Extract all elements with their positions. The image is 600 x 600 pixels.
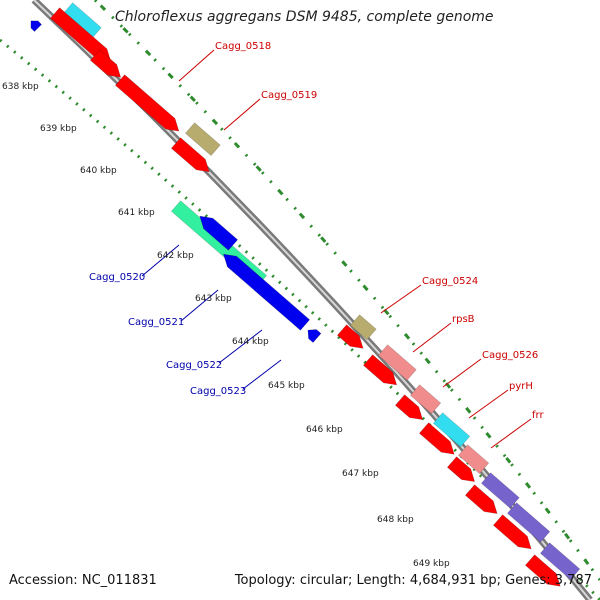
gene-label: pyrH [509,381,533,392]
scale-tick-label: 645 kbp [268,381,305,391]
gene-labels: Cagg_0518 Cagg_0519 Cagg_0524 rpsB Cagg_0526… [89,41,544,421]
accession-value: NC_011831 [81,573,157,588]
gene-label: Cagg_0520 [89,272,145,283]
gene-olive-0519 [184,122,221,157]
gene-label: Cagg_0518 [215,41,271,52]
length-label: Length: [356,573,406,588]
gene-label: Cagg_0519 [261,90,317,101]
accession-text: Accession: NC_011831 [9,573,157,588]
outer-tick-dashes [93,0,600,581]
gene-red-12 [524,554,561,587]
scale-tick-label: 647 kbp [342,469,379,479]
reverse-leader-line [180,289,219,322]
reverse-leader-line [141,244,180,277]
forward-leader-line [223,98,261,131]
gene-olive-0524 [349,314,377,341]
gene-red-8 [418,422,455,455]
scale-tick-label: 640 kbp [80,166,117,176]
gene-red-11 [492,514,532,550]
gene-features [30,2,581,587]
length-value: 4,684,931 bp [409,573,497,588]
label-leader-lines [141,49,532,449]
scale-tick-label: 644 kbp [232,337,269,347]
gene-cyan-pyrH [432,412,471,448]
forward-leader-line [442,358,482,388]
gene-red-4 [170,137,210,173]
topology-value: circular [299,573,348,588]
forward-leader-line [178,49,215,82]
reverse-leader-line [218,329,263,364]
gene-blue-small [30,20,42,32]
scale-tick-label: 646 kbp [306,425,343,435]
topology-text: Topology: circular; Length: 4,684,931 bp… [234,573,592,588]
scale-tick-label: 643 kbp [195,294,232,304]
gene-red-6 [362,354,398,386]
outer-dotted-arc [93,0,600,581]
scale-tick-label: 641 kbp [118,208,155,218]
forward-leader-line [412,322,452,353]
gene-label: frr [532,410,544,421]
topology-label: Topology: [234,573,296,588]
gene-red-7 [394,394,424,421]
forward-leader-line [468,389,509,419]
scale-tick-label: 649 kbp [413,559,450,569]
gene-red-3 [114,74,180,132]
scale-tick-labels: 638 kbp 639 kbp 640 kbp 641 kbp 642 kbp 643 k… [2,82,450,569]
gene-salmon-frr [457,444,490,475]
reverse-leader-line [242,359,282,390]
gene-purple-1 [480,472,520,509]
gene-label: Cagg_0521 [128,317,184,328]
gene-purple-2 [506,502,551,543]
scale-tick-label: 642 kbp [157,251,194,261]
map-title: Chloroflexus aggregans DSM 9485, complet… [115,9,494,25]
gene-label: Cagg_0526 [482,350,538,361]
gene-blue-0522 [199,215,239,251]
gene-red-5 [336,324,364,349]
scale-tick-label: 638 kbp [2,82,39,92]
gene-label: rpsB [452,314,475,325]
gene-purple-3 [539,542,581,580]
gene-blue-0523 [307,329,322,343]
genes-label: Genes: [505,573,551,588]
accession-label: Accession: [9,573,78,588]
gene-blue-0521 [223,253,311,331]
gene-red-2 [89,49,122,78]
gene-red-9 [446,456,476,483]
genes-value: 3,787 [554,573,592,588]
gene-red-10 [464,484,498,514]
scale-tick-label: 639 kbp [40,124,77,134]
gene-salmon-0526 [409,384,442,415]
scale-tick-label: 648 kbp [377,515,414,525]
gene-label: Cagg_0524 [422,276,478,287]
gene-label: Cagg_0522 [166,360,222,371]
gene-salmon-rpsB [377,344,417,381]
gene-label: Cagg_0523 [190,386,246,397]
forward-leader-line [490,418,532,449]
forward-leader-line [380,284,422,314]
